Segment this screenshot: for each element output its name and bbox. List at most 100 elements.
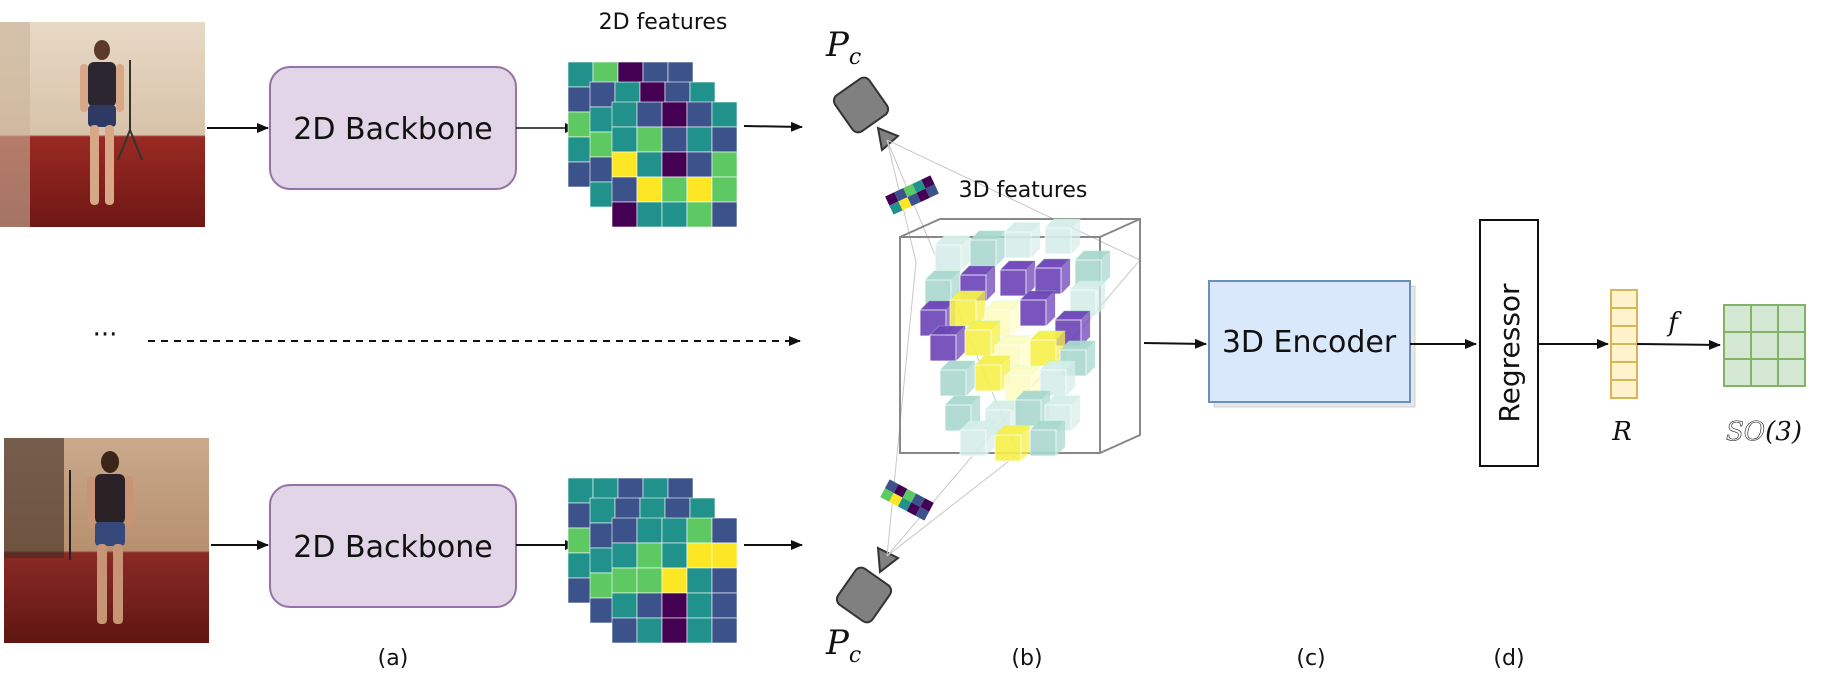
featuremap-bottom-front-cell (661, 592, 688, 619)
strip-bottom-cell (902, 488, 917, 503)
featuremap-top-front-cell (711, 176, 738, 203)
regressor-label: Regressor (1493, 283, 1526, 423)
strip-bottom-cell (893, 484, 908, 498)
featuremap-top-back-cell (567, 161, 594, 188)
so3-matrix-cell (1750, 358, 1779, 387)
featuremap-top-front-cell (686, 101, 713, 128)
so3-matrix-cell (1750, 331, 1779, 360)
strip-top-cell (889, 201, 903, 215)
function-label: f (1666, 308, 1682, 338)
voxel (1033, 258, 1072, 295)
rotation-vector-cell (1610, 325, 1638, 345)
featuremap-top-front-cell (661, 201, 688, 228)
featuremap-bottom-front-cell (661, 567, 688, 594)
backbone-top: 2D Backbone (269, 66, 517, 190)
featuremap-bottom-front-cell (661, 542, 688, 569)
featuremap-top-front-cell (711, 101, 738, 128)
strip-top-cell (925, 184, 939, 198)
featuremap-top-front-cell (611, 176, 638, 203)
features-3d-label: 3D features (959, 178, 1088, 203)
rotation-vector-cell (1610, 307, 1638, 327)
strip-bottom-cell (889, 492, 903, 507)
so3-matrix-cell (1777, 331, 1806, 360)
voxel (933, 235, 972, 272)
rotation-label: R (1611, 417, 1632, 447)
arrow-vector-to-matrix (1636, 339, 1721, 350)
strip-bottom-cell (915, 507, 930, 521)
featuremap-bottom-front-cell (711, 617, 738, 644)
panel-label-a: (a) (378, 646, 409, 671)
panel-label-c: (c) (1296, 646, 1325, 671)
featuremap-top-front-cell (661, 101, 688, 128)
panel-label-b: (b) (1011, 646, 1042, 671)
voxel (963, 320, 1002, 357)
features-2d-label: 2D features (599, 10, 728, 35)
featuremap-top-front-cell (636, 151, 663, 178)
featuremap-bottom-front-cell (711, 592, 738, 619)
featuremap-bottom-mid-cell (589, 522, 616, 549)
strip-top-cell (907, 192, 921, 207)
featuremap-bottom-front-cell (636, 592, 663, 619)
featuremap-top-front-cell (636, 201, 663, 228)
so3-matrix-cell (1723, 331, 1752, 360)
rotation-vector-cell (1610, 361, 1638, 381)
featuremap-top-front-cell (711, 201, 738, 228)
featuremap-bottom-front-cell (611, 592, 638, 619)
featuremap-top-front-cell (611, 151, 638, 178)
panel-label-d: (d) (1493, 646, 1524, 671)
volume-edge (1099, 218, 1141, 238)
featuremap-bottom-front-cell (711, 517, 738, 544)
featuremap-bottom-back-cell (567, 577, 594, 604)
strip-bottom-cell (880, 488, 894, 502)
input-photo-front (0, 22, 205, 227)
so3-label: SO(3) (1726, 417, 1802, 447)
voxel (973, 355, 1012, 392)
featuremap-bottom-front-cell (636, 517, 663, 544)
strip-top-cell (903, 183, 917, 198)
featuremap-bottom-front-cell (686, 617, 713, 644)
featuremap-bottom-mid-cell (589, 597, 616, 624)
featuremap-top-front-cell (686, 201, 713, 228)
so3-matrix-cell (1777, 304, 1806, 333)
featuremap-top-mid-cell (589, 181, 616, 208)
voxel (1043, 218, 1082, 255)
featuremap-bottom-front-cell (636, 567, 663, 594)
featuremap-bottom-mid-cell (589, 547, 616, 574)
voxel (928, 325, 967, 362)
featuremap-top-front-cell (686, 176, 713, 203)
rotation-vector-cell (1610, 379, 1638, 399)
projected-strip-top (885, 175, 939, 215)
so3-matrix (1723, 304, 1806, 387)
featuremap-top-front-cell (661, 176, 688, 203)
featuremap-bottom-front-cell (636, 542, 663, 569)
voxel (998, 260, 1037, 297)
feature-volume-3d (899, 218, 1141, 462)
camera-bottom-label: Pc (825, 623, 861, 668)
featuremap-top-back-cell (567, 61, 594, 88)
featuremap-bottom-front-cell (661, 517, 688, 544)
projected-strip-bottom (880, 479, 934, 521)
featuremap-bottom-back-cell (567, 502, 594, 529)
strip-top-cell (894, 188, 908, 202)
strip-bottom-cell (884, 479, 899, 493)
featuremap-bottom-front-cell (611, 517, 638, 544)
featuremap-bottom-front-cell (711, 567, 738, 594)
voxel (938, 360, 977, 397)
camera-top-label: Pc (825, 25, 861, 70)
voxel (1038, 360, 1077, 397)
featuremap-bottom-front-cell (611, 617, 638, 644)
voxel (1003, 222, 1042, 259)
featuremap-bottom-front-cell (711, 542, 738, 569)
arrow-features-to-camera-top (743, 121, 803, 132)
rotation-vector-cell (1610, 289, 1638, 309)
featuremap-bottom-back-cell (567, 552, 594, 579)
voxel (1018, 290, 1057, 327)
strip-top-cell (898, 197, 912, 211)
featuremap-top-back-cell (567, 111, 594, 138)
strip-bottom-cells (880, 479, 934, 521)
backbone-bottom-label: 2D Backbone (293, 530, 492, 565)
strip-top-cell (916, 188, 930, 202)
featuremap-top-back-cell (567, 86, 594, 113)
featuremap-top-front-cell (611, 201, 638, 228)
